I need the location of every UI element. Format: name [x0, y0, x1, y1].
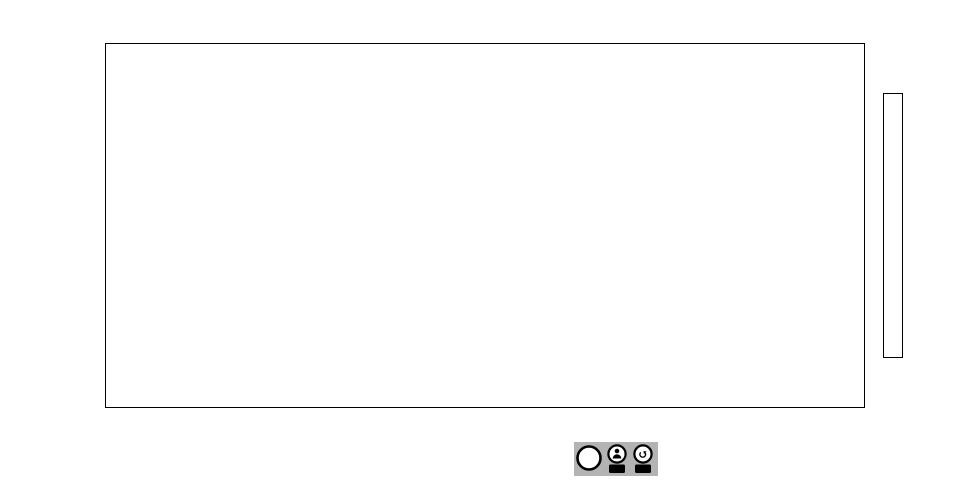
person-icon-head [614, 448, 620, 454]
by-label-pill [609, 464, 625, 473]
sa-label-pill [635, 464, 651, 473]
share-alike-icon [633, 444, 653, 464]
heatmap-canvas [105, 43, 865, 408]
cc-icon [576, 445, 602, 471]
colorbar-gradient [883, 93, 903, 358]
cc-by-sa-badge: ↺ [574, 442, 658, 476]
person-icon-body [612, 454, 622, 459]
share-alike-arrow: ↺ [638, 446, 648, 461]
person-icon [607, 444, 627, 464]
